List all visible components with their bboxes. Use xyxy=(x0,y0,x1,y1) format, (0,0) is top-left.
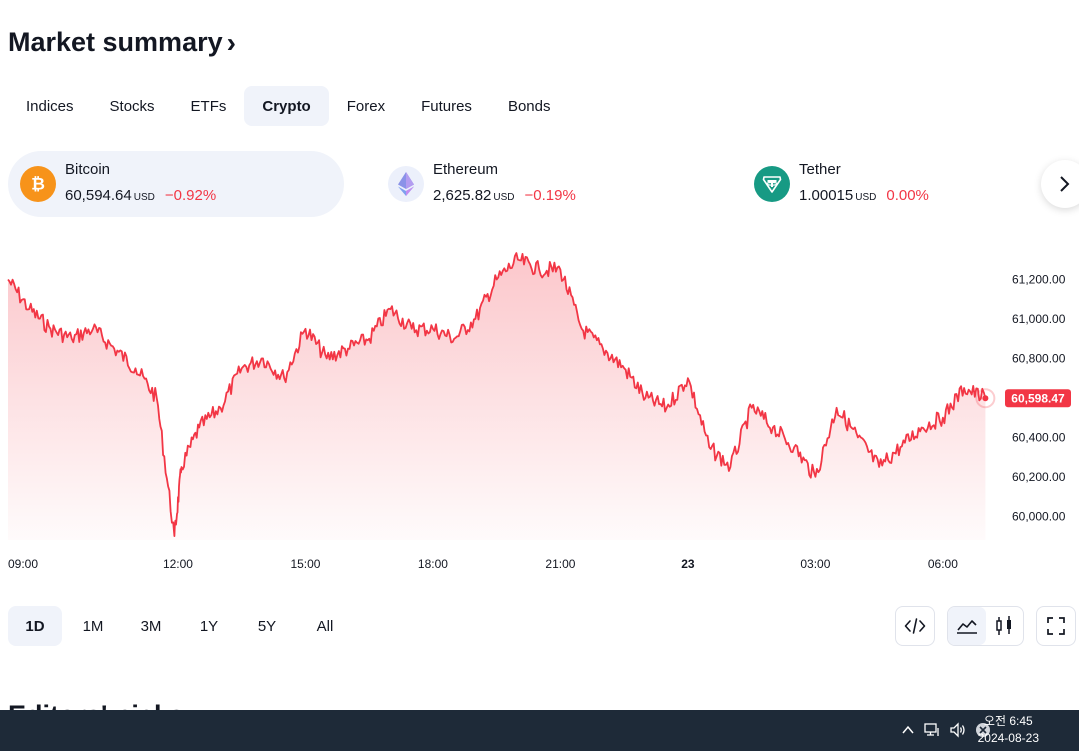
tab-forex[interactable]: Forex xyxy=(329,86,403,126)
range-1y[interactable]: 1Y xyxy=(182,606,236,646)
ethereum-icon xyxy=(388,166,424,202)
tab-label: Forex xyxy=(346,97,386,115)
coin-change: 0.00% xyxy=(886,187,929,204)
tab-label: Crypto xyxy=(262,97,311,115)
card-bitcoin[interactable]: ₿ Bitcoin 60,594.64 USD −0.92% xyxy=(8,151,344,217)
fullscreen-icon xyxy=(1047,617,1065,635)
range-3m[interactable]: 3M xyxy=(124,606,178,646)
range-label: 1Y xyxy=(199,617,219,635)
title-text: Market summary xyxy=(8,27,223,57)
x-tick-label: 03:00 xyxy=(800,557,830,571)
x-tick-label: 06:00 xyxy=(928,557,958,571)
market-summary-title[interactable]: Market summary › xyxy=(8,27,236,58)
range-5y[interactable]: 5Y xyxy=(240,606,294,646)
x-tick-label: 23 xyxy=(681,557,695,571)
tab-label: Futures xyxy=(421,97,472,115)
tab-bonds[interactable]: Bonds xyxy=(490,86,569,126)
y-tick-label: 61,000.00 xyxy=(1012,312,1066,326)
range-label: 1M xyxy=(82,617,104,635)
tab-indices[interactable]: Indices xyxy=(8,86,92,126)
candlestick-icon xyxy=(996,616,1012,635)
tab-etfs[interactable]: ETFs xyxy=(173,86,245,126)
last-value-badge xyxy=(1005,389,1071,408)
coin-change: −0.92% xyxy=(164,187,217,204)
chart-type-toggle xyxy=(947,606,1024,646)
tab-label: Bonds xyxy=(507,97,551,115)
svg-text:₿: ₿ xyxy=(31,175,45,195)
tether-icon xyxy=(754,166,790,202)
tab-crypto[interactable]: Crypto xyxy=(244,86,329,126)
y-tick-label: 60,400.00 xyxy=(1012,430,1066,444)
carousel-next-button[interactable] xyxy=(1041,160,1079,208)
volume-icon[interactable] xyxy=(949,722,967,738)
code-icon xyxy=(904,618,926,634)
tab-label: Indices xyxy=(26,97,74,115)
last-value-label: 60,598.47 xyxy=(1011,392,1065,406)
x-tick-label: 21:00 xyxy=(545,557,575,571)
x-tick-label: 09:00 xyxy=(8,557,38,571)
price-line xyxy=(7,252,987,537)
notification-off-icon[interactable] xyxy=(975,722,991,738)
x-tick-label: 18:00 xyxy=(418,557,448,571)
coin-unit: USD xyxy=(133,192,155,203)
coin-price: 60,594.64 xyxy=(65,187,132,204)
card-tether[interactable]: Tether 1.00015 USD 0.00% xyxy=(742,151,1078,217)
coin-name: Bitcoin xyxy=(65,161,111,178)
card-ethereum[interactable]: Ethereum 2,625.82 USD −0.19% xyxy=(376,151,712,217)
chevron-right-icon: › xyxy=(226,26,236,58)
last-point xyxy=(982,395,989,402)
y-tick-label: 61,200.00 xyxy=(1012,272,1066,286)
embed-tool xyxy=(895,606,935,646)
coin-unit: USD xyxy=(493,192,515,203)
fullscreen-tool xyxy=(1036,606,1076,646)
range-1d[interactable]: 1D xyxy=(8,606,62,646)
range-label: 5Y xyxy=(257,617,277,635)
range-label: 1D xyxy=(25,617,45,635)
network-icon[interactable] xyxy=(923,722,941,738)
tab-stocks[interactable]: Stocks xyxy=(92,86,173,126)
system-tray xyxy=(901,722,991,738)
y-tick-label: 60,200.00 xyxy=(1012,470,1066,484)
chevron-up-icon[interactable] xyxy=(901,723,915,737)
embed-code-button[interactable] xyxy=(896,607,934,645)
tab-label: Stocks xyxy=(109,97,155,115)
coin-price: 2,625.82 xyxy=(433,187,492,204)
coin-unit: USD xyxy=(855,192,877,203)
candles-chart-button[interactable] xyxy=(986,607,1024,645)
price-area xyxy=(8,253,986,540)
chevron-right-icon xyxy=(1060,176,1070,192)
y-tick-label: 60,800.00 xyxy=(1012,351,1066,365)
crypto-cards: ₿ Bitcoin 60,594.64 USD −0.92% Ethereum 2,… xyxy=(8,151,1048,217)
tab-label: ETFs xyxy=(190,97,227,115)
bitcoin-icon: ₿ xyxy=(20,166,56,202)
range-1m[interactable]: 1M xyxy=(66,606,120,646)
coin-name: Tether xyxy=(799,161,841,178)
range-all[interactable]: All xyxy=(298,606,352,646)
y-tick-label: 60,000.00 xyxy=(1012,509,1066,523)
coin-price: 1.00015 xyxy=(799,187,854,204)
taskbar: 오전 6:45 2024-08-23 xyxy=(0,710,1079,751)
coin-change: −0.19% xyxy=(524,187,576,204)
taskbar-clock[interactable]: 오전 6:45 2024-08-23 xyxy=(978,713,1039,747)
area-chart-icon xyxy=(956,620,977,634)
range-label: 3M xyxy=(140,617,162,635)
price-chart[interactable]: 61,200.0061,000.0060,800.0060,600.0060,4… xyxy=(0,240,1079,580)
tab-futures[interactable]: Futures xyxy=(403,86,490,126)
fullscreen-button[interactable] xyxy=(1037,607,1075,645)
x-tick-label: 15:00 xyxy=(290,557,320,571)
market-tabs: Indices Stocks ETFs Crypto Forex Futures… xyxy=(8,86,568,126)
x-tick-label: 12:00 xyxy=(163,557,193,571)
last-point-halo xyxy=(975,388,996,409)
clock-time: 오전 6:45 xyxy=(983,714,1033,728)
range-label: All xyxy=(316,617,334,635)
coin-name: Ethereum xyxy=(433,161,499,178)
area-chart-button[interactable] xyxy=(948,607,986,645)
range-selector: 1D 1M 3M 1Y 5Y All xyxy=(8,606,356,646)
clock-date: 2024-08-23 xyxy=(977,731,1039,745)
